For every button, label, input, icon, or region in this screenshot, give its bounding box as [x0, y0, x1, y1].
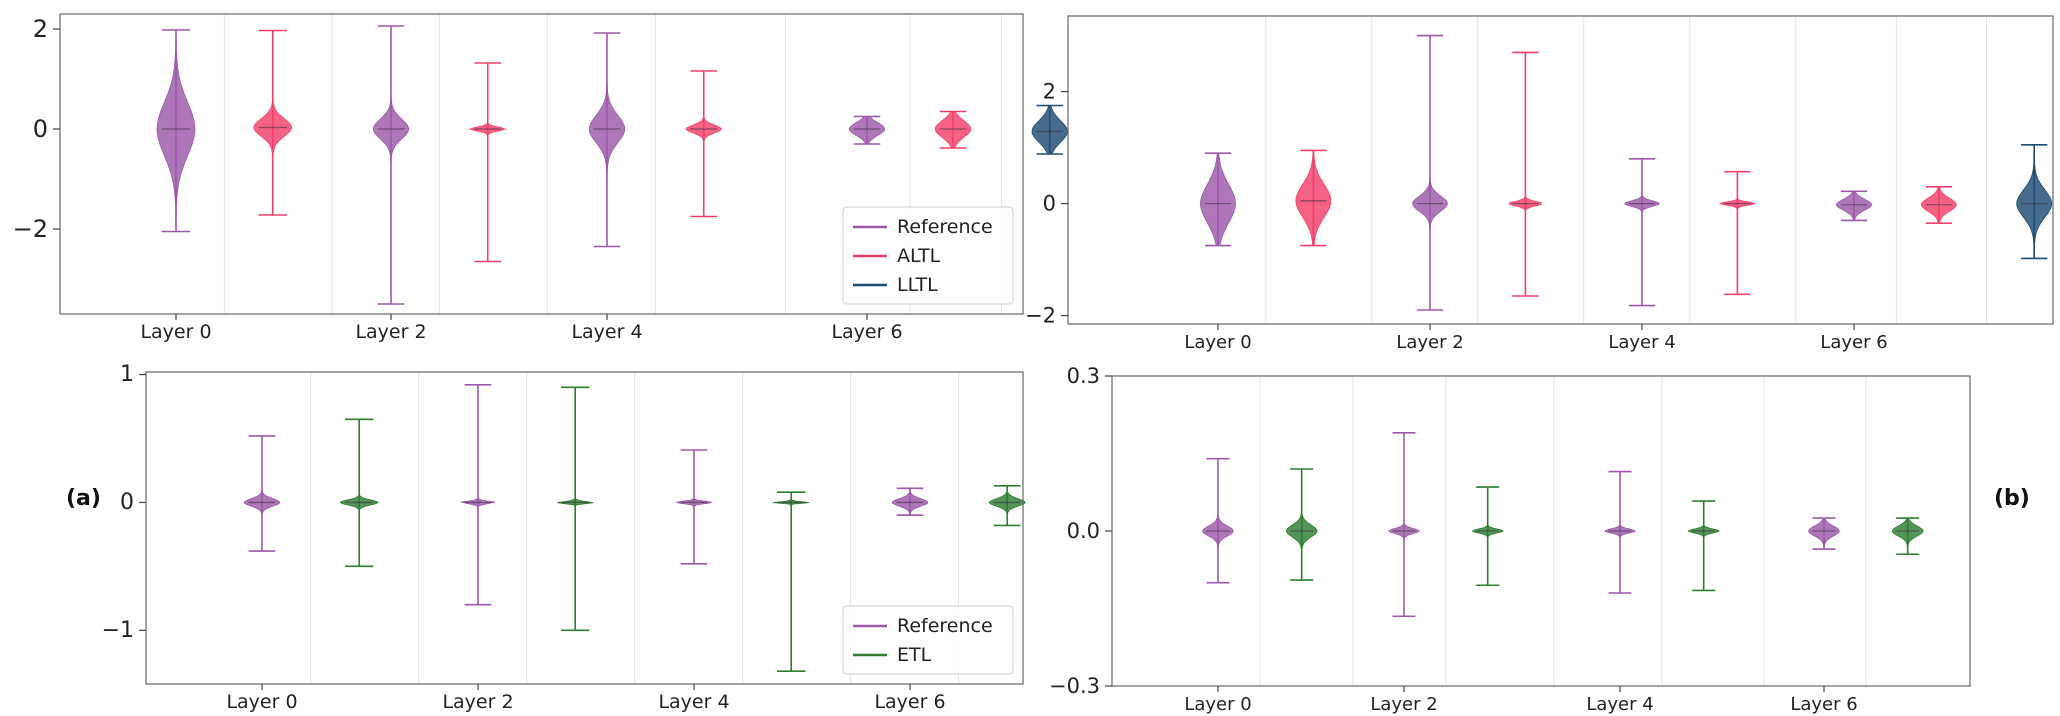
x-tick-label: Layer 2 [442, 691, 513, 713]
x-tick-label: Layer 6 [874, 691, 945, 713]
y-axis: 1 0 −1 [102, 362, 146, 643]
legend-box [842, 605, 1014, 675]
violin-etl [989, 485, 1026, 527]
violin-altl [253, 29, 293, 216]
panel-b-bottom: 0.3 0.0 −0.3 Layer 0 Layer 2 Layer 4 Layer 6 [1049, 364, 1971, 715]
y-tick-label: 2 [33, 15, 48, 43]
y-tick-label: 0 [1043, 192, 1056, 216]
y-tick-label: 0 [120, 490, 134, 515]
legend-label-etl: ETL [897, 644, 932, 666]
violin-reference [588, 32, 626, 248]
panel-label-b: (b) [1994, 486, 2030, 511]
violin-reference [1412, 34, 1448, 311]
violin-lltl [1031, 104, 1068, 155]
plot-frame [1067, 15, 2054, 325]
violin-altl [685, 70, 722, 218]
x-tick-label: Layer 6 [1790, 694, 1857, 715]
violin-lltl [2016, 144, 2053, 260]
legend-label-lltl: LLTL [897, 274, 938, 296]
violin-reference [1388, 432, 1420, 618]
legend: Reference ALTL LLTL [842, 206, 1014, 305]
x-tick-label: Layer 2 [355, 321, 426, 343]
violin-altl [468, 62, 507, 263]
x-tick-label: Layer 0 [226, 691, 297, 713]
panel-b-top: 2 0 −2 Layer 0 Layer 2 Layer 4 Layer 6 [1025, 15, 2054, 353]
x-tick-label: Layer 0 [1184, 332, 1251, 353]
legend-label-reference: Reference [897, 216, 993, 238]
violin-etl [1285, 468, 1318, 581]
x-tick-label: Layer 4 [658, 691, 729, 713]
x-tick-label: Layer 2 [1370, 694, 1437, 715]
grid-separators [1259, 376, 1867, 686]
violin-altl [1719, 170, 1756, 296]
x-tick-label: Layer 6 [831, 321, 902, 343]
x-tick-label: Layer 6 [1820, 332, 1887, 353]
plot-frame [59, 13, 1024, 315]
violin-reference [243, 435, 281, 552]
violin-altl [1295, 149, 1332, 247]
legend-box [842, 206, 1014, 305]
violin-altl [934, 110, 972, 149]
violin-etl [772, 491, 810, 673]
legend-label-altl: ALTL [897, 245, 941, 267]
x-axis: Layer 0 Layer 2 Layer 4 Layer 6 [226, 684, 946, 713]
violin-reference [1808, 517, 1840, 550]
y-tick-label: −0.3 [1049, 674, 1100, 698]
y-axis: 2 0 −2 [1025, 80, 1068, 328]
violin-etl [1471, 486, 1504, 587]
y-axis: 2 0 −2 [13, 15, 60, 243]
x-tick-label: Layer 0 [140, 321, 211, 343]
x-tick-label: Layer 4 [1608, 332, 1675, 353]
legend-label-reference: Reference [897, 615, 993, 637]
violin-reference [156, 29, 196, 233]
violin-reference [372, 25, 410, 305]
y-tick-label: 1 [120, 362, 134, 387]
legend: Reference ETL [842, 605, 1014, 675]
plot-frame [1111, 375, 1971, 687]
grid-separators [310, 372, 960, 684]
y-tick-label: −2 [1025, 304, 1056, 328]
grid-separators [223, 14, 1002, 314]
x-tick-label: Layer 4 [571, 321, 642, 343]
violin-reference [460, 383, 496, 606]
panel-a-top: 2 0 −2 Layer 0 Layer 2 Layer 4 Layer 6 Referenc… [13, 13, 1068, 343]
y-axis: 0.3 0.0 −0.3 [1049, 364, 1112, 698]
violin-reference [1836, 190, 1872, 222]
y-tick-label: 0.0 [1067, 519, 1100, 543]
panel-label-a: (a) [66, 486, 101, 511]
violin-etl [1687, 500, 1720, 592]
x-tick-label: Layer 2 [1396, 332, 1463, 353]
y-tick-label: −2 [13, 215, 48, 243]
violin-reference [675, 449, 713, 565]
violin-altl [1920, 186, 1957, 224]
plot-frame [145, 371, 1024, 685]
y-tick-label: 0 [33, 115, 48, 143]
violin-etl [339, 418, 379, 568]
violin-reference [1624, 158, 1660, 307]
x-axis: Layer 0 Layer 2 Layer 4 Layer 6 [140, 314, 903, 343]
panel-a-bottom: 1 0 −1 Layer 0 Layer 2 Layer 4 Layer 6 Referenc… [102, 362, 1026, 713]
violin-reference [1200, 152, 1236, 247]
x-tick-label: Layer 0 [1184, 694, 1251, 715]
violin-etl [557, 386, 594, 632]
y-tick-label: 0.3 [1067, 364, 1100, 388]
violin-reference [891, 487, 929, 517]
violin-reference [1604, 470, 1636, 594]
grid-separators [1265, 16, 1987, 324]
x-axis: Layer 0 Layer 2 Layer 4 Layer 6 [1184, 324, 1888, 353]
violin-altl [1509, 51, 1542, 297]
x-tick-label: Layer 4 [1586, 694, 1653, 715]
violin-reference [1202, 457, 1234, 584]
violin-reference [848, 115, 886, 145]
violin-etl [1892, 517, 1924, 556]
x-axis: Layer 0 Layer 2 Layer 4 Layer 6 [1184, 686, 1858, 715]
y-tick-label: 2 [1043, 80, 1056, 104]
y-tick-label: −1 [102, 618, 134, 643]
